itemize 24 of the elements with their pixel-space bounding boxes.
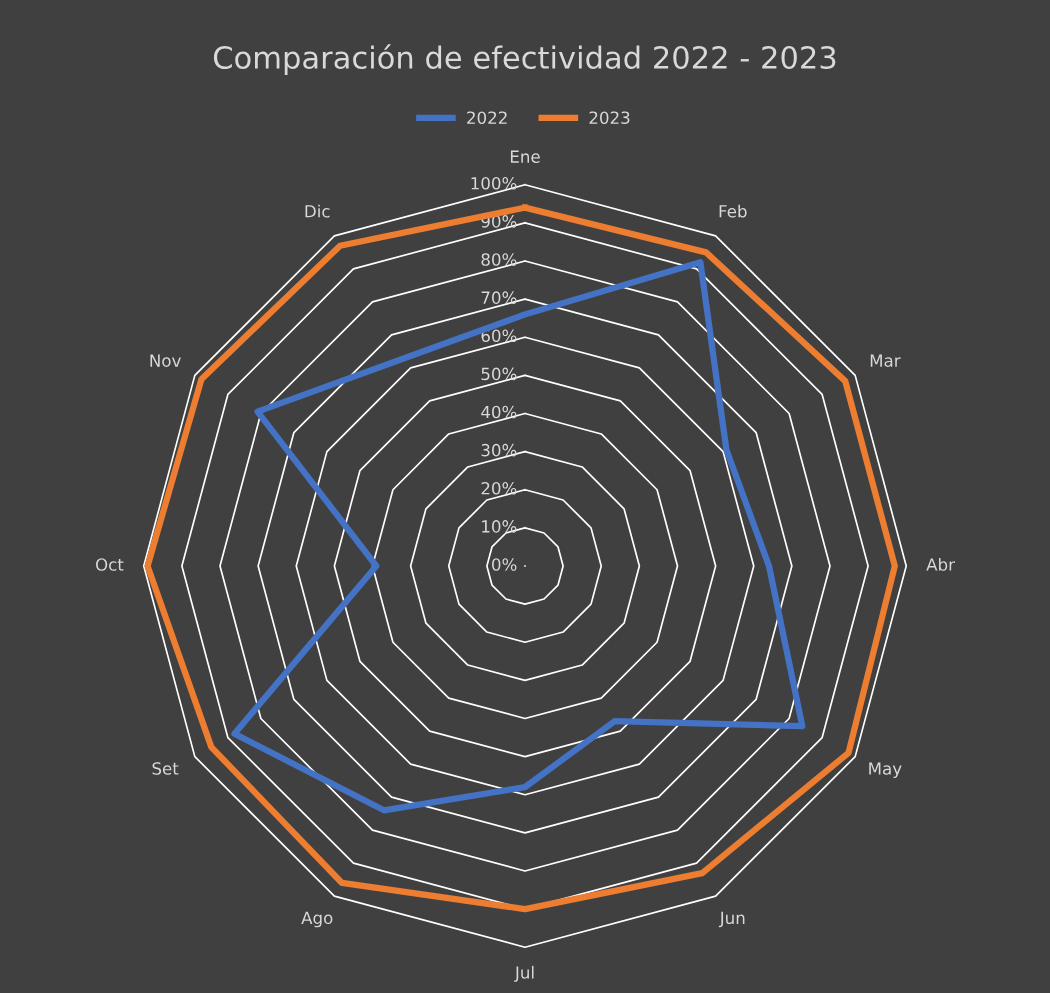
y-tick-label: 10% bbox=[482, 520, 517, 533]
y-tick-label: 50% bbox=[481, 367, 517, 381]
spoke-label: Mar bbox=[870, 354, 901, 367]
chart-title: Comparación de efectividad 2022 - 2023 bbox=[213, 44, 836, 75]
spoke-label: Ago bbox=[301, 911, 333, 928]
spoke-label: May bbox=[869, 762, 902, 779]
spoke-label: Jun bbox=[718, 911, 745, 928]
spoke-label: Feb bbox=[719, 204, 747, 218]
y-tick-label: 0% bbox=[492, 558, 517, 571]
spoke-label: Oct bbox=[95, 558, 124, 571]
spoke-label: Abr bbox=[926, 557, 955, 571]
spoke-label: Nov bbox=[150, 354, 181, 367]
y-tick-label: 20% bbox=[481, 481, 517, 495]
spoke-label: Dic bbox=[305, 204, 330, 218]
legend-label: 2023 bbox=[589, 111, 630, 124]
spoke-label: Ene bbox=[510, 150, 540, 163]
spoke-label: Set bbox=[152, 762, 179, 775]
y-tick-label: 80% bbox=[481, 253, 517, 266]
y-tick-label: 100% bbox=[471, 177, 517, 190]
y-tick-label: 70% bbox=[481, 291, 517, 304]
legend-label: 2022 bbox=[467, 111, 507, 124]
y-tick-label: 40% bbox=[481, 405, 517, 419]
spoke-label: Jul bbox=[514, 965, 534, 982]
y-tick-label: 30% bbox=[481, 443, 517, 457]
